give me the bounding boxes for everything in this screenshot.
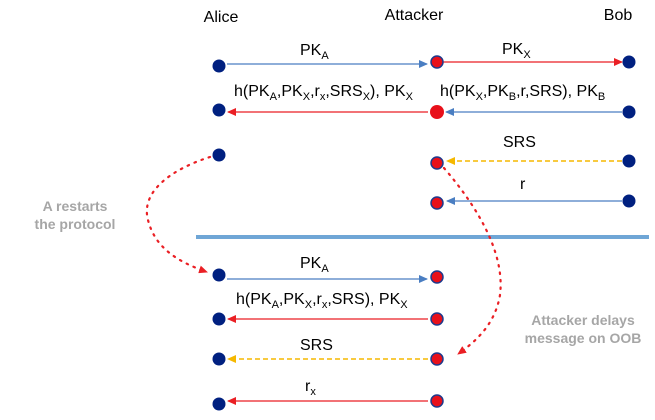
annotation-restart-line1: A restarts: [43, 198, 108, 214]
alice-node: [212, 352, 226, 366]
phase-separator: [196, 235, 649, 239]
bob-node: [622, 55, 636, 69]
attacker-node: [430, 352, 444, 366]
party-bob: Bob: [604, 7, 633, 24]
delay-curve: [442, 166, 502, 356]
alice-node: [212, 103, 226, 117]
label-commit-from-bob: h(PKX,PKB,r,SRS), PKB: [440, 83, 605, 103]
label-commit-to-alice: h(PKA,PKX,rx,SRSX), PKX: [234, 83, 414, 103]
label-pka: PKA: [300, 42, 329, 62]
attacker-node: [430, 55, 444, 69]
alice-node: [212, 268, 226, 282]
annotation-delay-line2: message on OOB: [525, 330, 642, 346]
attacker-node: [430, 196, 444, 210]
label-pkx: PKX: [502, 41, 531, 61]
attacker-node: [430, 156, 444, 170]
party-alice: Alice: [204, 9, 239, 26]
attacker-node: [430, 394, 444, 408]
alice-node: [212, 59, 226, 73]
label-commit-phase2: h(PKA,PKX,rx,SRS), PKX: [236, 291, 408, 311]
label-srs-phase1: SRS: [503, 134, 536, 151]
bob-node: [622, 105, 636, 119]
label-srs-phase2: SRS: [300, 337, 333, 354]
alice-node: [212, 397, 226, 411]
attacker-node: [430, 105, 444, 119]
label-rx: rx: [305, 378, 316, 398]
attacker-node: [430, 270, 444, 284]
annotation-delay-line1: Attacker delays: [531, 312, 635, 328]
restart-curve: [145, 155, 212, 274]
alice-node: [212, 148, 226, 162]
bob-node: [622, 194, 636, 208]
attacker-node: [430, 312, 444, 326]
label-r: r: [520, 176, 526, 193]
bob-node: [622, 154, 636, 168]
label-pka-phase2: PKA: [300, 255, 329, 275]
party-attacker: Attacker: [385, 7, 444, 24]
alice-node: [212, 312, 226, 326]
annotation-restart-line2: the protocol: [35, 216, 116, 232]
